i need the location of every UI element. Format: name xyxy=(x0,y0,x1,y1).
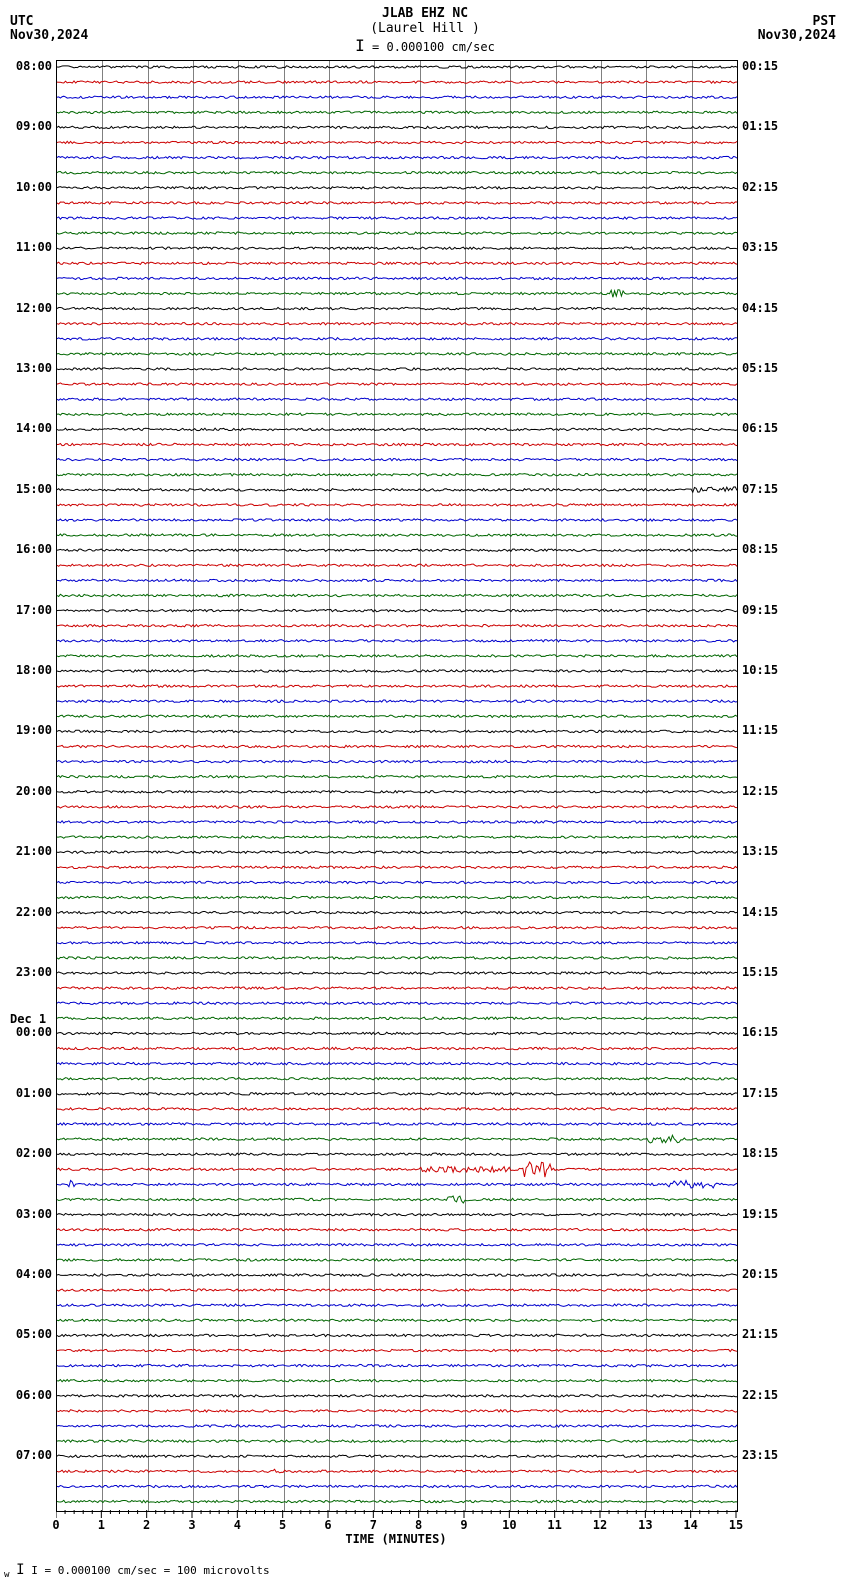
x-tick-label: 11 xyxy=(547,1518,561,1532)
utc-time-label: 15:00 xyxy=(2,482,52,496)
utc-time-label: 12:00 xyxy=(2,301,52,315)
utc-time-label: 16:00 xyxy=(2,542,52,556)
x-tick-label: 8 xyxy=(415,1518,422,1532)
x-tick-label: 6 xyxy=(324,1518,331,1532)
utc-time-label: 18:00 xyxy=(2,663,52,677)
utc-time-label: 06:00 xyxy=(2,1388,52,1402)
utc-time-label: 23:00 xyxy=(2,965,52,979)
pst-time-label: 00:15 xyxy=(742,59,778,73)
utc-time-label: 07:00 xyxy=(2,1448,52,1462)
pst-time-label: 11:15 xyxy=(742,723,778,737)
station-title: JLAB EHZ NC xyxy=(0,0,850,21)
x-tick-label: 4 xyxy=(234,1518,241,1532)
utc-time-label: 21:00 xyxy=(2,844,52,858)
pst-time-label: 23:15 xyxy=(742,1448,778,1462)
utc-time-label: 03:00 xyxy=(2,1207,52,1221)
utc-time-label: 13:00 xyxy=(2,361,52,375)
pst-time-label: 08:15 xyxy=(742,542,778,556)
x-tick-label: 2 xyxy=(143,1518,150,1532)
pst-time-label: 21:15 xyxy=(742,1327,778,1341)
pst-time-label: 02:15 xyxy=(742,180,778,194)
pst-time-label: 12:15 xyxy=(742,784,778,798)
pst-time-label: 05:15 xyxy=(742,361,778,375)
utc-time-label: 17:00 xyxy=(2,603,52,617)
pst-time-label: 14:15 xyxy=(742,905,778,919)
x-tick-label: 15 xyxy=(729,1518,743,1532)
station-subtitle: (Laurel Hill ) xyxy=(0,21,850,36)
utc-time-label: 08:00 xyxy=(2,59,52,73)
x-tick-label: 5 xyxy=(279,1518,286,1532)
seismic-trace xyxy=(57,61,737,1511)
utc-time-label: 04:00 xyxy=(2,1267,52,1281)
utc-time-label: 20:00 xyxy=(2,784,52,798)
utc-time-label: 10:00 xyxy=(2,180,52,194)
pst-time-label: 03:15 xyxy=(742,240,778,254)
utc-time-label: 02:00 xyxy=(2,1146,52,1160)
scale-indicator: I = 0.000100 cm/sec xyxy=(0,36,850,57)
x-tick-label: 1 xyxy=(98,1518,105,1532)
date-right: Nov30,2024 xyxy=(758,28,836,43)
pst-time-label: 16:15 xyxy=(742,1025,778,1039)
x-tick-label: 3 xyxy=(188,1518,195,1532)
tz-right: PST xyxy=(813,14,836,29)
pst-time-label: 09:15 xyxy=(742,603,778,617)
utc-time-label: 01:00 xyxy=(2,1086,52,1100)
pst-time-label: 07:15 xyxy=(742,482,778,496)
pst-time-label: 04:15 xyxy=(742,301,778,315)
x-tick-label: 9 xyxy=(460,1518,467,1532)
plot-area xyxy=(56,60,738,1512)
pst-time-label: 18:15 xyxy=(742,1146,778,1160)
utc-time-label: 19:00 xyxy=(2,723,52,737)
x-tick-label: 0 xyxy=(52,1518,59,1532)
footer-scale: w I I = 0.000100 cm/sec = 100 microvolts xyxy=(4,1562,270,1580)
utc-time-label: 09:00 xyxy=(2,119,52,133)
pst-time-label: 22:15 xyxy=(742,1388,778,1402)
utc-time-label: 14:00 xyxy=(2,421,52,435)
utc-time-label: 11:00 xyxy=(2,240,52,254)
x-tick-label: 13 xyxy=(638,1518,652,1532)
pst-time-label: 06:15 xyxy=(742,421,778,435)
day-marker: Dec 1 xyxy=(10,1012,46,1026)
x-tick-label: 10 xyxy=(502,1518,516,1532)
x-tick-label: 7 xyxy=(370,1518,377,1532)
pst-time-label: 17:15 xyxy=(742,1086,778,1100)
utc-time-label: 00:00 xyxy=(2,1025,52,1039)
date-left: Nov30,2024 xyxy=(10,28,88,43)
utc-time-label: 22:00 xyxy=(2,905,52,919)
pst-time-label: 13:15 xyxy=(742,844,778,858)
pst-time-label: 10:15 xyxy=(742,663,778,677)
utc-time-label: 05:00 xyxy=(2,1327,52,1341)
pst-time-label: 20:15 xyxy=(742,1267,778,1281)
seismogram-container: UTC Nov30,2024 PST Nov30,2024 JLAB EHZ N… xyxy=(0,0,850,1584)
x-axis-ticks xyxy=(56,1510,738,1528)
x-tick-label: 14 xyxy=(683,1518,697,1532)
tz-left: UTC xyxy=(10,14,33,29)
pst-time-label: 15:15 xyxy=(742,965,778,979)
x-axis-label: TIME (MINUTES) xyxy=(56,1532,736,1546)
pst-time-label: 19:15 xyxy=(742,1207,778,1221)
pst-time-label: 01:15 xyxy=(742,119,778,133)
x-tick-label: 12 xyxy=(593,1518,607,1532)
